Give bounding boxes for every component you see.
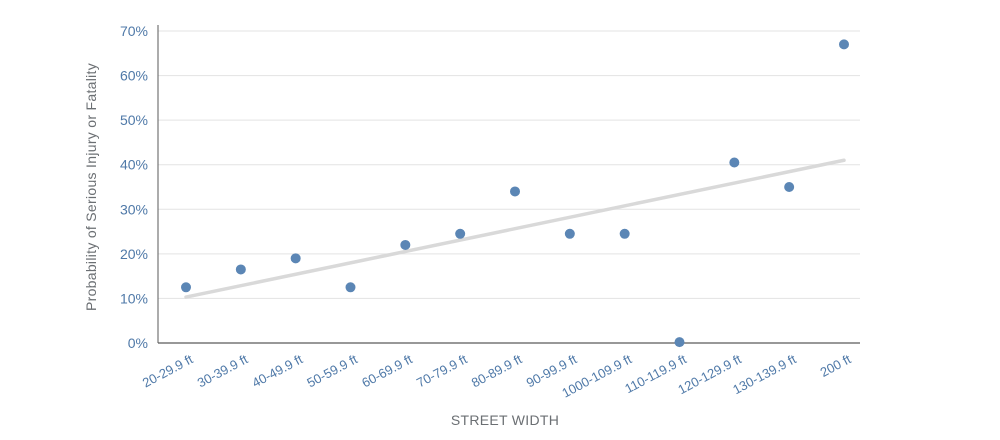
data-point — [510, 186, 520, 197]
data-point — [619, 228, 630, 239]
y-tick-label: 30% — [120, 201, 148, 217]
x-axis-title: STREET WIDTH — [451, 412, 559, 428]
y-tick-label: 40% — [120, 157, 148, 173]
x-tick-label: 70-79.9 ft — [414, 351, 470, 390]
y-tick-label: 70% — [120, 23, 148, 39]
data-point — [729, 157, 740, 168]
x-tick-label: 30-39.9 ft — [195, 351, 251, 390]
data-point — [345, 282, 356, 293]
y-axis-ticks: 0% 10% 20% 30% 40% 50% 60% 70% — [120, 23, 148, 351]
x-tick-label: 80-89.9 ft — [469, 351, 525, 390]
y-tick-label: 60% — [120, 68, 148, 84]
data-points — [181, 39, 849, 348]
grid-lines — [158, 30, 860, 299]
x-tick-label: 200 ft — [818, 351, 854, 380]
data-point — [784, 182, 795, 192]
y-tick-label: 20% — [120, 246, 148, 262]
x-tick-label: 60-69.9 ft — [359, 351, 415, 390]
x-tick-label: 50-59.9 ft — [304, 351, 360, 390]
trend-line — [184, 158, 846, 299]
data-point — [455, 228, 466, 239]
data-point — [674, 337, 685, 348]
x-tick-label: 20-29.9 ft — [140, 351, 196, 390]
y-tick-label: 10% — [120, 290, 148, 306]
x-axis-ticks: 20-29.9 ft 30-39.9 ft 40-49.9 ft 50-59.9 ft… — [140, 351, 854, 400]
data-point — [290, 253, 301, 264]
data-point — [400, 239, 411, 250]
data-point — [839, 39, 849, 50]
data-point — [235, 264, 246, 275]
x-tick-label: 40-49.9 ft — [250, 351, 306, 390]
x-tick-label: 130-139.9 ft — [730, 351, 799, 397]
data-point — [564, 228, 575, 239]
y-axis-title: Probability of Serious Injury or Fatalit… — [83, 63, 99, 311]
y-tick-label: 50% — [120, 112, 148, 128]
y-tick-label: 0% — [128, 335, 148, 351]
data-point — [181, 282, 191, 293]
